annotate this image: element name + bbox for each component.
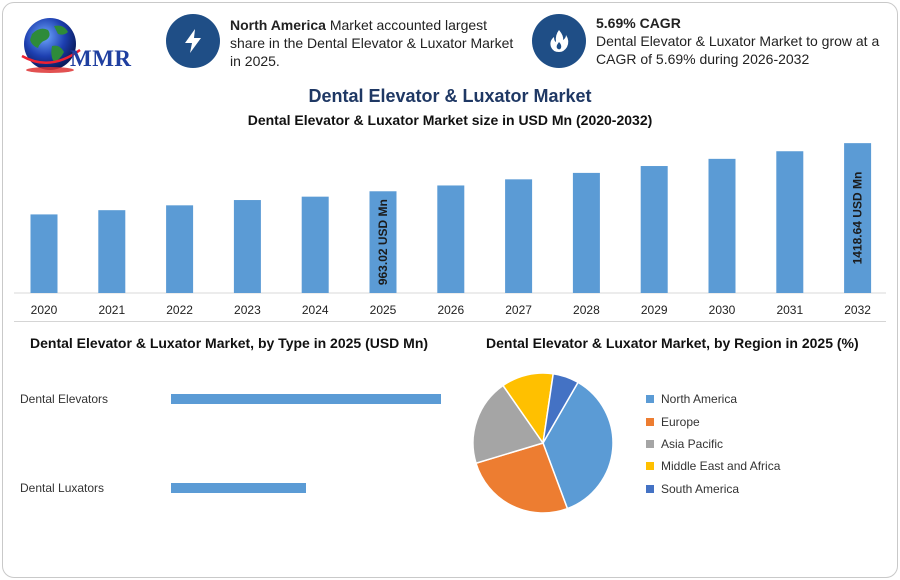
legend-north-america: North America (646, 392, 737, 406)
callout-1-bold: North America (230, 17, 326, 33)
data-label-2032: 1418.64 USD Mn (851, 172, 865, 265)
callout-1-text: Market accounted largest share in the De… (230, 17, 514, 69)
by-type-title: Dental Elevator & Luxator Market, by Typ… (30, 335, 429, 351)
bar-2022 (166, 205, 194, 293)
chart-subtitle: Dental Elevator & Luxator Market size in… (247, 112, 653, 128)
type-bar-dental-elevators (171, 394, 441, 404)
logo-text: MMR (70, 46, 132, 71)
pie-slices-group (472, 372, 614, 514)
section-divider (14, 321, 886, 322)
bar-2030 (708, 158, 736, 293)
globe-icon (21, 18, 81, 73)
legend-asia-pacific: Asia Pacific (646, 437, 723, 451)
bar-2029 (640, 166, 668, 293)
legend-label-europe: Europe (661, 415, 700, 429)
bar-2021 (98, 210, 126, 293)
bar-2027 (505, 179, 533, 293)
legend-label-middle-east-africa: Middle East and Africa (661, 459, 781, 473)
by-region-title: Dental Elevator & Luxator Market, by Reg… (486, 335, 859, 351)
callout-2-bold: 5.69% CAGR (596, 15, 681, 31)
mmr-logo (18, 14, 138, 78)
bar-2024 (301, 196, 329, 293)
x-tick-2030: 2030 (709, 303, 736, 317)
x-tick-2025: 2025 (370, 303, 397, 317)
legend-label-asia-pacific: Asia Pacific (661, 437, 724, 451)
bar-2020 (30, 214, 58, 293)
x-tick-2031: 2031 (776, 303, 803, 317)
data-label-2025: 963.02 USD Mn (376, 199, 390, 285)
legend-swatch-middle-east-africa (646, 462, 654, 470)
x-tick-2026: 2026 (437, 303, 464, 317)
market-size-bar-chart: 2020 2021 2022 2023 2024 2025 963.02 USD Mn 202… (14, 143, 886, 317)
bar-2032 (844, 143, 872, 293)
x-tick-2023: 2023 (234, 303, 261, 317)
region-pie-chart (472, 372, 614, 514)
type-bar-dental-luxators (171, 483, 306, 493)
x-tick-2021: 2021 (98, 303, 125, 317)
legend-swatch-asia-pacific (646, 440, 654, 448)
type-label-dental-luxators: Dental Luxators (20, 481, 105, 495)
bar-2031 (776, 151, 804, 293)
bar-2025 (369, 191, 397, 293)
legend-swatch-north-america (646, 395, 654, 403)
legend-europe: Europe (646, 415, 700, 429)
type-label-dental-elevators: Dental Elevators (20, 392, 109, 406)
legend-label-south-america: South America (661, 482, 740, 496)
x-tick-2028: 2028 (573, 303, 600, 317)
x-tick-2020: 2020 (31, 303, 58, 317)
pie-slice-asia-pacific (472, 384, 545, 465)
callout-north-america: North America Market accounted largest s… (230, 16, 520, 70)
x-tick-2022: 2022 (166, 303, 193, 317)
x-tick-2029: 2029 (641, 303, 668, 317)
callout-2-text: Dental Elevator & Luxator Market to grow… (596, 33, 880, 67)
bar-2026 (437, 185, 465, 293)
legend-swatch-south-america (646, 485, 654, 493)
x-tick-2032: 2032 (844, 303, 871, 317)
pie-slice-south-america (542, 372, 580, 444)
pie-slice-europe (475, 442, 569, 514)
callout-cagr: 5.69% CAGR Dental Elevator & Luxator Mar… (596, 14, 888, 68)
x-tick-2027: 2027 (505, 303, 532, 317)
flame-icon (532, 14, 586, 68)
legend-south-america: South America (646, 482, 739, 496)
main-title: Dental Elevator & Luxator Market (308, 86, 592, 106)
legend-swatch-europe (646, 418, 654, 426)
x-tick-2024: 2024 (302, 303, 329, 317)
bar-2023 (233, 200, 261, 293)
bar-2028 (572, 172, 600, 293)
legend-middle-east-africa: Middle East and Africa (646, 459, 780, 473)
legend-label-north-america: North America (661, 392, 738, 406)
lightning-icon (166, 14, 220, 68)
